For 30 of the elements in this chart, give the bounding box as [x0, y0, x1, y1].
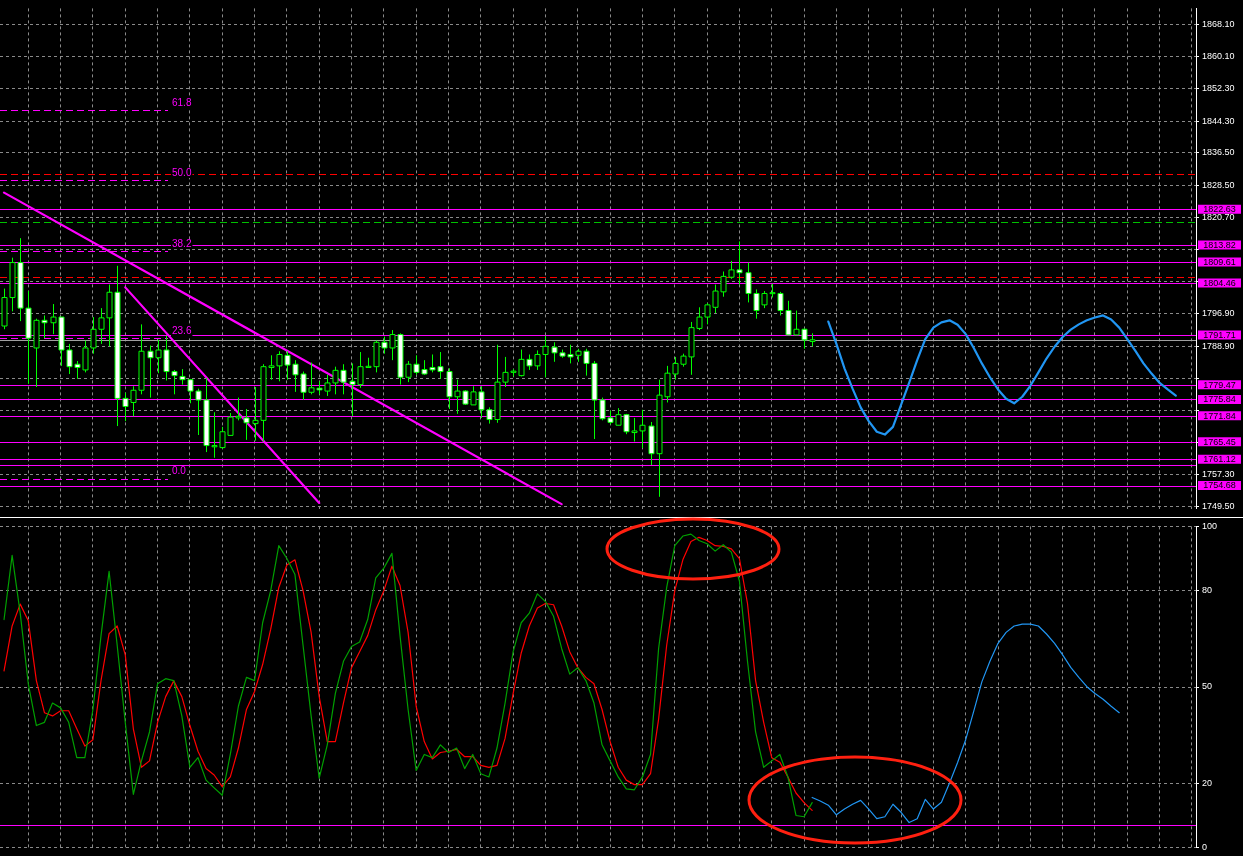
- y-tick-label: 1757.30: [1202, 469, 1235, 480]
- y-tick-label: 1828.50: [1202, 179, 1235, 190]
- y-tick-label: 50: [1202, 681, 1213, 692]
- annotation: 23.6: [172, 324, 192, 336]
- ref-line-label: 1791.71: [1203, 329, 1236, 340]
- ref-line-label: 1813.82: [1203, 239, 1236, 250]
- y-tick-label: 100: [1202, 520, 1218, 531]
- y-tick-label: 80: [1202, 585, 1213, 596]
- ref-line-label: 1765.45: [1203, 436, 1236, 447]
- ref-line-label: 1779.47: [1203, 379, 1236, 390]
- ref-line-label: 1775.84: [1203, 394, 1236, 405]
- ref-line-label: 1754.68: [1203, 480, 1236, 491]
- y-tick-label: 1868.10: [1202, 18, 1235, 29]
- y-tick-label: 1860.10: [1202, 51, 1235, 62]
- y-tick-label: 20: [1202, 777, 1213, 788]
- y-tick-label: 1788.90: [1202, 340, 1235, 351]
- annotation: 50.0: [172, 166, 192, 178]
- annotation: 38.2: [172, 237, 192, 249]
- y-tick-label: 0: [1202, 842, 1208, 853]
- ref-line-label: 1804.46: [1203, 278, 1236, 289]
- y-tick-label: 1852.30: [1202, 83, 1235, 93]
- annotation: 61.8: [172, 96, 192, 108]
- y-tick-label: 1844.30: [1202, 115, 1235, 126]
- ref-line-label: 1809.61: [1203, 257, 1236, 268]
- y-tick-label: 1836.50: [1202, 147, 1235, 158]
- y-tick-label: 1749.50: [1202, 501, 1235, 512]
- ref-line-label: 1761.12: [1203, 454, 1236, 465]
- y-tick-label: 1796.90: [1202, 308, 1235, 319]
- ref-line-label: 1771.84: [1203, 410, 1236, 421]
- annotation: 0.0: [172, 465, 187, 477]
